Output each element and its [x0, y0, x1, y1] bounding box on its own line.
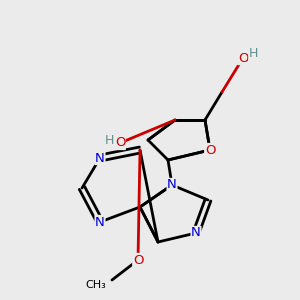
Text: N: N [95, 215, 105, 229]
Text: CH₃: CH₃ [85, 280, 106, 290]
Text: O: O [115, 136, 125, 149]
Text: N: N [191, 226, 201, 239]
Text: O: O [238, 52, 248, 64]
Text: H: H [105, 134, 114, 146]
Text: H: H [249, 47, 258, 60]
Text: O: O [205, 143, 215, 157]
Text: N: N [167, 178, 177, 191]
Text: O: O [133, 254, 143, 266]
Text: N: N [95, 152, 105, 164]
